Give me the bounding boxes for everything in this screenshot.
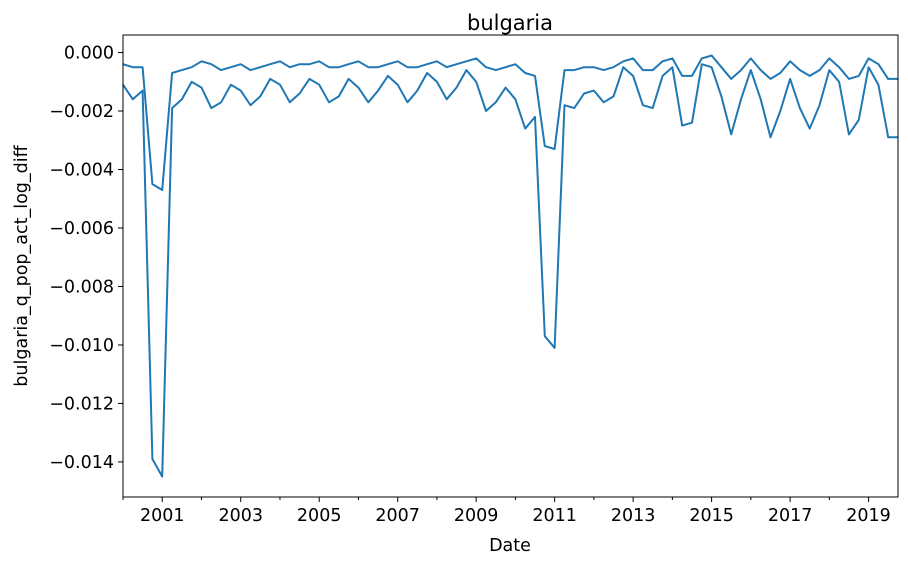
y-axis-ticks: 0.000 −0.002 −0.004 −0.006 −0.008 −0.010 −0.01… [49,44,123,473]
x-tick-label: 2017 [768,506,813,526]
y-tick-label: −0.012 [49,394,114,414]
x-tick-label: 2019 [846,506,891,526]
chart-title: bulgaria [467,11,553,35]
series-line-1 [122,54,898,191]
plot-lines [122,54,898,478]
x-tick-label: 2011 [532,506,577,526]
y-tick-label: −0.010 [49,336,114,356]
x-tick-label: 2015 [689,506,734,526]
y-tick-label: −0.006 [49,219,114,239]
x-tick-label: 2001 [140,506,185,526]
x-tick-label: 2009 [454,506,499,526]
y-tick-label: −0.002 [49,102,114,122]
y-axis-label: bulgaria_q_pop_act_log_diff [12,144,32,386]
plot-frame [122,34,899,498]
x-tick-label: 2003 [218,506,263,526]
y-tick-label: −0.004 [49,161,114,181]
x-axis-label: Date [489,536,531,556]
x-tick-label: 2007 [375,506,420,526]
y-tick-label: −0.008 [49,277,114,297]
x-tick-label: 2005 [297,506,342,526]
series-line-2 [122,63,898,478]
x-axis-ticks: 2001 2003 2005 2007 2009 2011 2013 2015 2017 2019 [122,497,891,526]
y-tick-label: 0.000 [64,44,114,64]
y-tick-label: −0.014 [49,453,114,473]
x-tick-label: 2013 [611,506,656,526]
